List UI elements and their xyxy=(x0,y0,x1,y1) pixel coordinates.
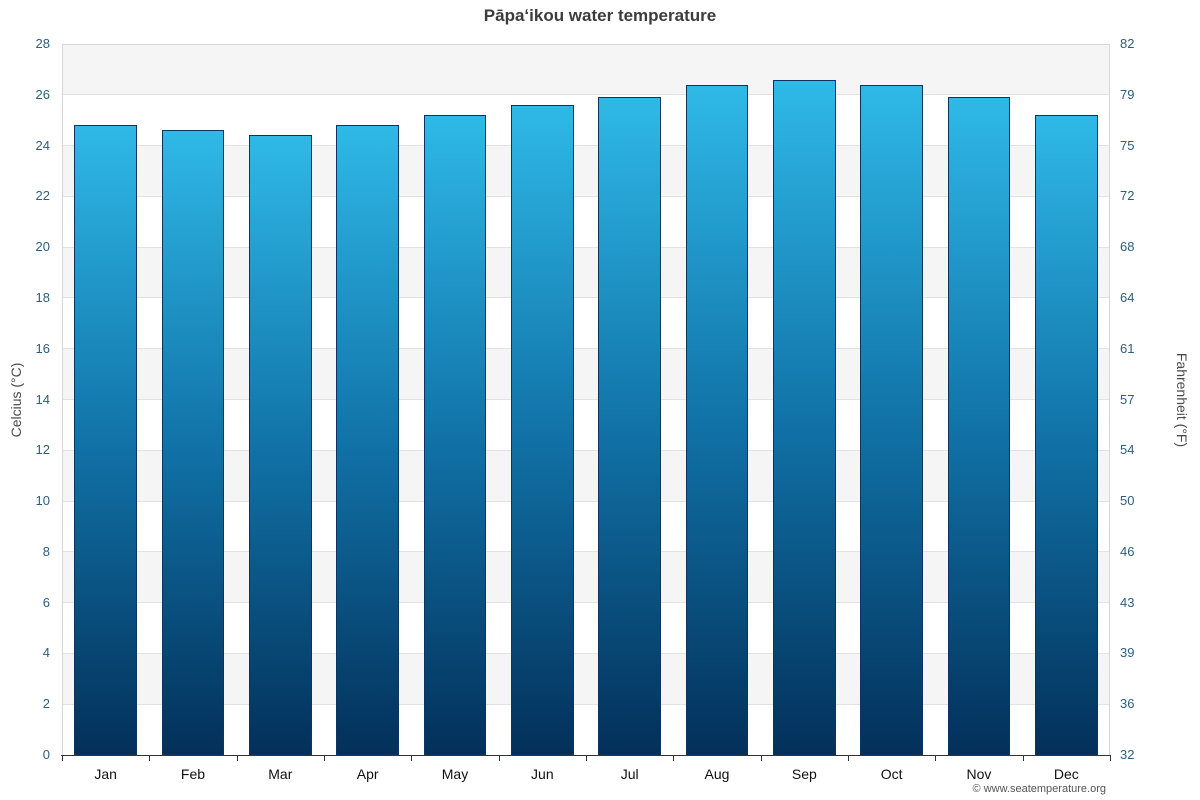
plot-band xyxy=(62,44,1110,95)
plot-band xyxy=(62,551,1110,603)
x-tick-label: Apr xyxy=(356,766,379,782)
y-tick-label-celsius: 18 xyxy=(35,289,50,305)
bar-feb[interactable] xyxy=(161,130,225,755)
gridline xyxy=(62,43,1110,45)
gridline xyxy=(62,449,1110,451)
gridline xyxy=(62,703,1110,705)
x-axis-tick xyxy=(673,755,675,761)
bar-mar[interactable] xyxy=(248,135,312,755)
bar-jun[interactable] xyxy=(510,104,574,755)
bar-jan[interactable] xyxy=(74,125,138,755)
bar-sep[interactable] xyxy=(772,79,836,755)
x-axis-tick xyxy=(760,755,762,761)
y-tick-label-celsius: 24 xyxy=(35,137,50,153)
gridline xyxy=(62,399,1110,400)
bar-may[interactable] xyxy=(423,115,487,755)
y-tick-label-fahrenheit: 46 xyxy=(1120,543,1135,559)
x-axis-tick xyxy=(586,755,587,761)
x-tick-label: Mar xyxy=(268,766,293,782)
gridline xyxy=(62,297,1110,299)
bar-aug[interactable] xyxy=(685,84,749,755)
plot-band xyxy=(62,145,1110,197)
x-axis-tick xyxy=(411,755,413,761)
gridline xyxy=(62,348,1110,350)
x-axis-tick xyxy=(848,755,849,761)
y-tick-label-celsius: 14 xyxy=(35,391,50,407)
gridline xyxy=(62,246,1110,248)
y-tick-label-celsius: 22 xyxy=(35,188,50,204)
x-tick-label: Jul xyxy=(620,766,639,782)
bar-oct[interactable] xyxy=(860,84,924,755)
x-axis-tick xyxy=(324,755,325,761)
y-tick-label-fahrenheit: 32 xyxy=(1120,747,1135,762)
gridline xyxy=(62,652,1110,654)
gridline xyxy=(62,94,1110,96)
x-tick-label: Sep xyxy=(791,766,817,782)
x-axis-tick xyxy=(236,755,238,761)
x-tick-label: May xyxy=(441,766,469,782)
footer-credit-link[interactable]: © www.seatemperature.org xyxy=(972,783,1106,795)
x-axis-tick xyxy=(149,755,151,761)
y-tick-label-celsius: 0 xyxy=(42,747,50,762)
y-tick-label-celsius: 2 xyxy=(42,696,50,712)
y-tick-label-fahrenheit: 75 xyxy=(1120,137,1135,153)
x-tick-label: Dec xyxy=(1053,766,1079,782)
x-axis-tick xyxy=(1110,755,1111,761)
gridline xyxy=(62,500,1110,502)
y-tick-label-fahrenheit: 36 xyxy=(1120,696,1135,712)
x-axis-tick xyxy=(498,755,500,761)
x-tick-label: Nov xyxy=(966,766,992,782)
y-tick-label-fahrenheit: 54 xyxy=(1120,442,1135,458)
x-tick-label: Oct xyxy=(880,766,903,782)
bar-dec[interactable] xyxy=(1034,115,1098,755)
y-tick-label-celsius: 26 xyxy=(35,86,50,102)
bar-nov[interactable] xyxy=(947,97,1011,755)
y-tick-label-celsius: 12 xyxy=(35,442,50,458)
bar-apr[interactable] xyxy=(336,125,400,755)
y-tick-label-celsius: 16 xyxy=(35,340,50,356)
plot-band xyxy=(62,653,1110,705)
x-tick-label: Feb xyxy=(180,766,206,782)
y-tick-label-celsius: 10 xyxy=(35,493,50,509)
x-axis-tick xyxy=(62,755,63,761)
y-tick-label-fahrenheit: 72 xyxy=(1120,188,1135,204)
y-tick-label-celsius: 8 xyxy=(42,543,50,559)
y-tick-label-celsius: 6 xyxy=(42,594,50,610)
y-tick-label-fahrenheit: 82 xyxy=(1120,36,1135,51)
x-tick-label: Jan xyxy=(94,766,117,782)
y-tick-label-fahrenheit: 43 xyxy=(1120,594,1135,610)
chart-title: Pāpaʻikou water temperature xyxy=(483,6,717,25)
x-axis-tick xyxy=(935,755,937,761)
y-tick-label-celsius: 20 xyxy=(35,239,50,255)
y-tick-label-fahrenheit: 57 xyxy=(1120,391,1135,407)
gridline xyxy=(62,602,1110,604)
x-axis-tick xyxy=(1022,755,1024,761)
y-tick-label-fahrenheit: 68 xyxy=(1120,239,1135,255)
y-tick-label-celsius: 28 xyxy=(35,36,50,51)
y-tick-label-fahrenheit: 39 xyxy=(1120,645,1135,661)
gridline xyxy=(62,551,1110,553)
y-tick-label-fahrenheit: 50 xyxy=(1120,493,1135,509)
y-tick-label-celsius: 4 xyxy=(42,645,50,661)
plot-band xyxy=(62,450,1110,502)
y-tick-label-fahrenheit: 79 xyxy=(1120,86,1135,102)
gridline xyxy=(62,195,1110,197)
plot-band xyxy=(62,247,1110,298)
gridline xyxy=(62,145,1110,147)
x-tick-label: Aug xyxy=(704,766,730,782)
y-tick-label-fahrenheit: 61 xyxy=(1120,340,1135,356)
y-tick-label-fahrenheit: 64 xyxy=(1120,289,1135,305)
bar-jul[interactable] xyxy=(598,97,662,755)
x-tick-label: Jun xyxy=(531,766,554,782)
plot-band xyxy=(62,348,1110,400)
